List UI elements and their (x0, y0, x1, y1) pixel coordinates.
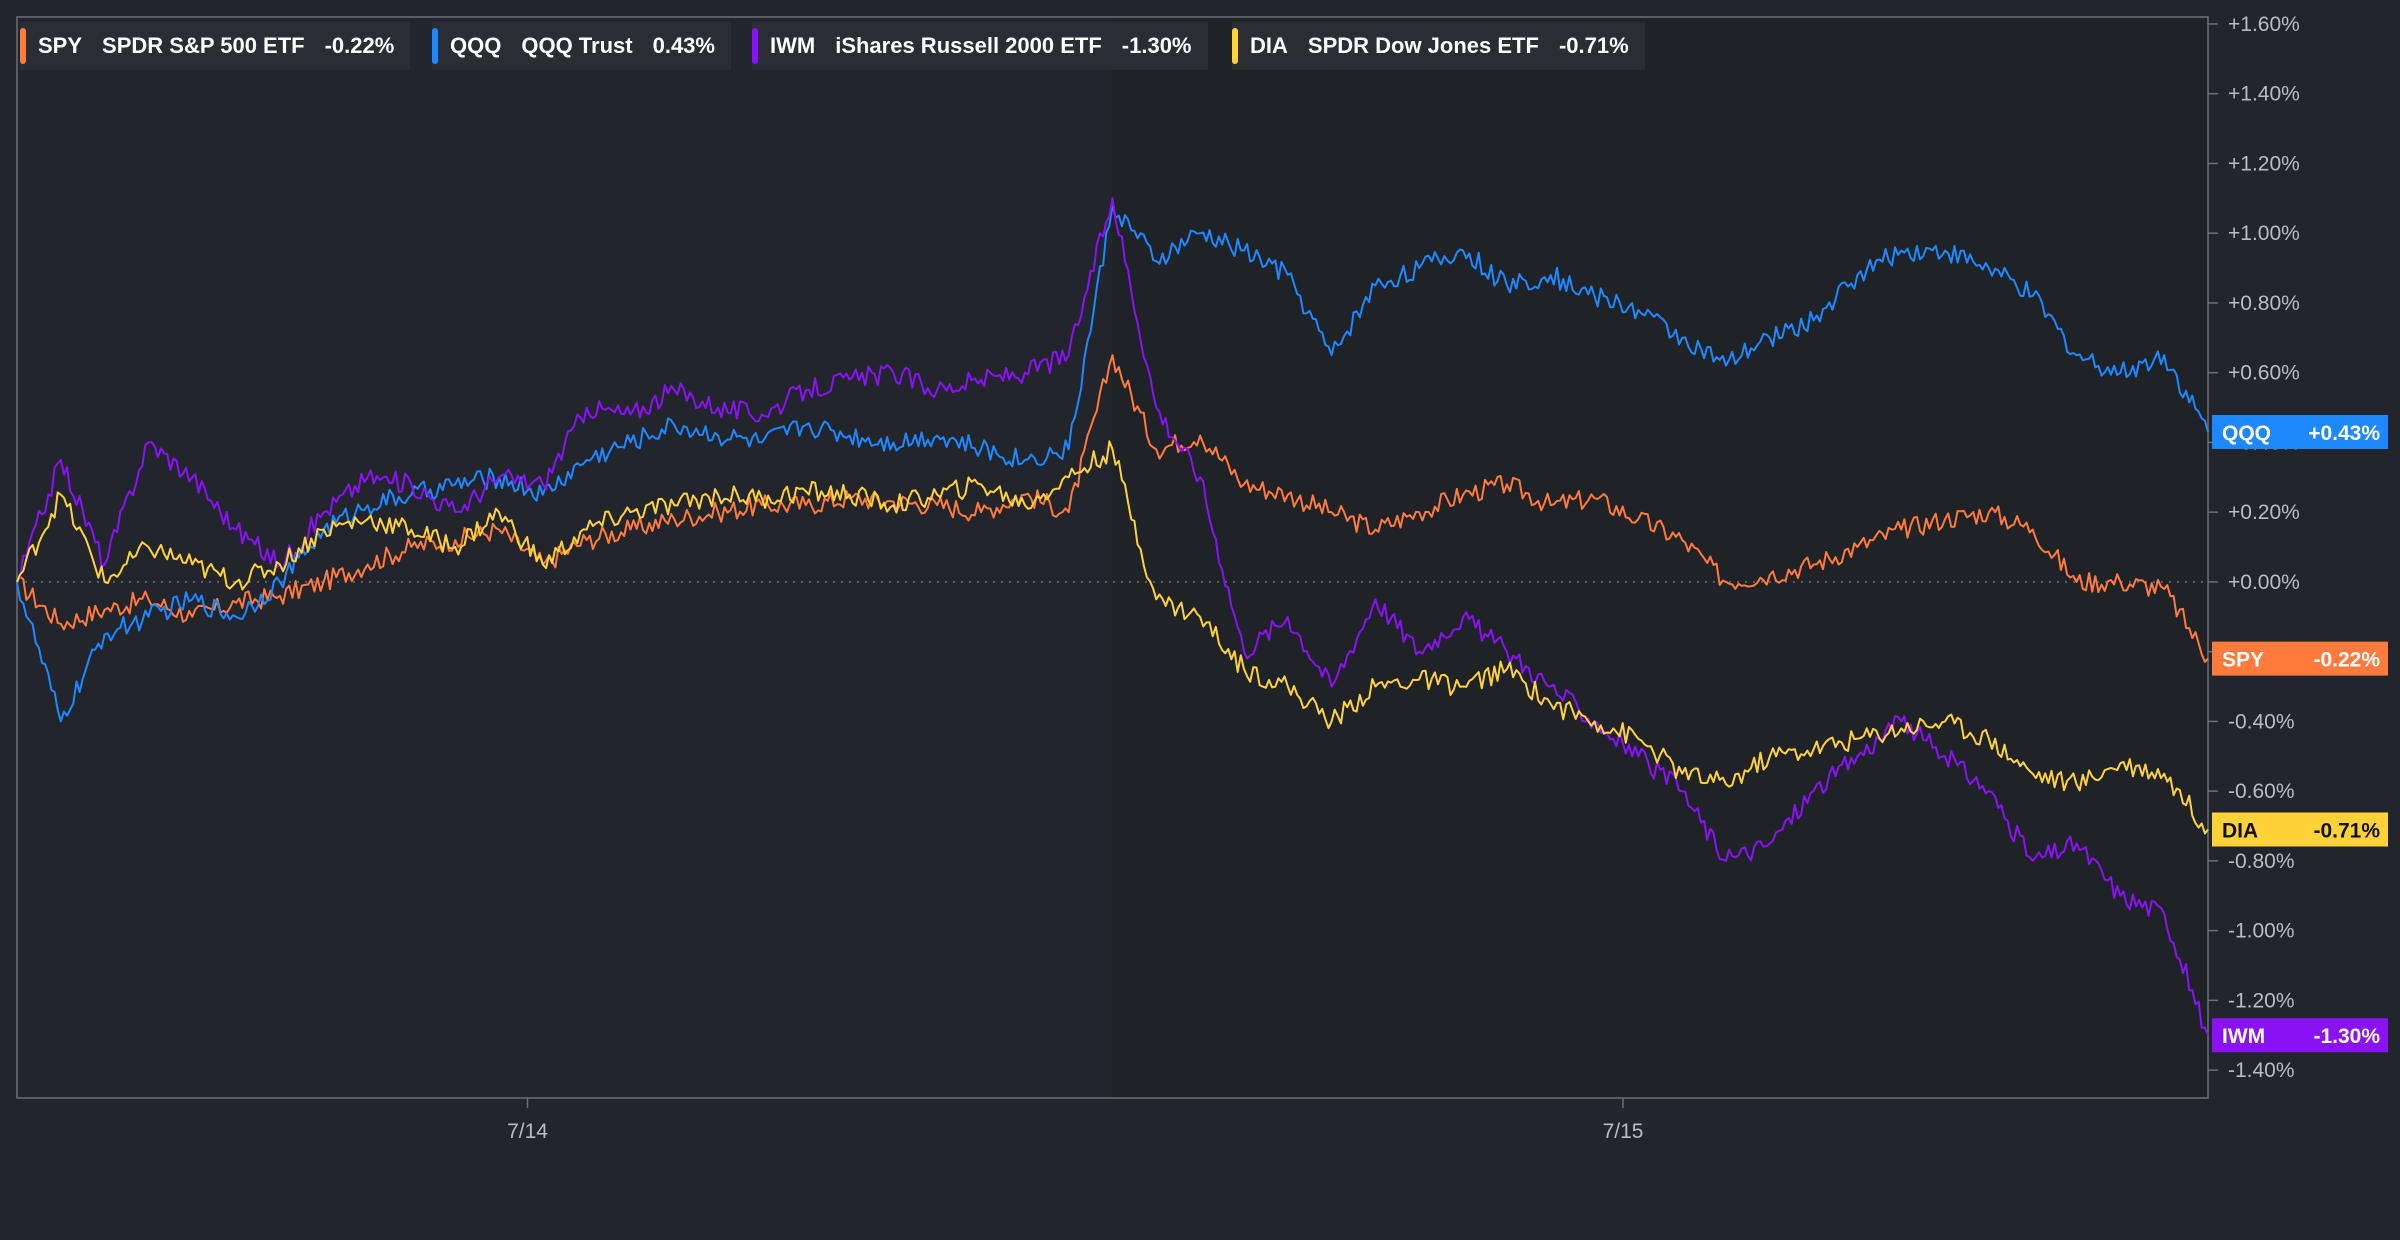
session-shade (1112, 18, 2207, 1097)
y-tick-label: +1.20% (2228, 152, 2300, 175)
end-label-spy: SPY -0.22% (2212, 641, 2388, 676)
end-label-box (2212, 641, 2388, 676)
end-label-symbol: SPY (2222, 649, 2264, 672)
series-line-iwm[interactable] (16, 197, 2209, 1036)
legend-change: -0.22% (324, 33, 395, 58)
y-tick-label: +0.20% (2228, 501, 2300, 524)
end-label-value: +0.43% (2308, 422, 2380, 445)
plot-frame (16, 16, 2209, 1099)
end-label-symbol: QQQ (2222, 422, 2271, 445)
legend-symbol: IWM (770, 33, 816, 58)
end-label-iwm: IWM -1.30% (2212, 1018, 2388, 1053)
x-tick-label: 7/14 (507, 1120, 548, 1143)
y-tick-label: -0.40% (2228, 710, 2295, 733)
legend-name: iShares Russell 2000 ETF (835, 33, 1102, 58)
series-line-dia[interactable] (16, 440, 2209, 835)
legend-item-spy[interactable]: SPY SPDR S&P 500 ETF -0.22% (20, 22, 411, 70)
legend-symbol: SPY (38, 33, 83, 58)
end-label-box (2212, 414, 2388, 449)
y-tick-label: -0.60% (2228, 780, 2295, 803)
y-tick-label: +1.00% (2228, 222, 2300, 245)
y-tick-label: +0.80% (2228, 292, 2300, 315)
legend-name: SPDR S&P 500 ETF (102, 33, 305, 58)
x-tick-label: 7/15 (1603, 1120, 1644, 1143)
y-tick-label: -1.00% (2228, 920, 2295, 943)
y-tick-label: +0.00% (2228, 571, 2300, 594)
legend-swatch-spy (20, 28, 26, 64)
end-label-value: -0.22% (2313, 649, 2380, 672)
end-label-dia: DIA -0.71% (2212, 812, 2388, 847)
legend-symbol: QQQ (450, 33, 502, 58)
y-tick-label: -0.80% (2228, 850, 2295, 873)
legend-change: -1.30% (1121, 33, 1192, 58)
series-layer (16, 197, 2209, 1036)
legend-name: SPDR Dow Jones ETF (1307, 33, 1539, 58)
legend-swatch-iwm (752, 28, 758, 64)
legend-item-dia[interactable]: DIA SPDR Dow Jones ETF -0.71% (1232, 22, 1645, 70)
legend-change: -0.71% (1558, 33, 1629, 58)
end-label-box (2212, 812, 2388, 847)
legend-item-qqq[interactable]: QQQ QQQ Trust 0.43% (432, 22, 731, 70)
end-label-value: -1.30% (2313, 1025, 2380, 1048)
series-line-spy[interactable] (16, 354, 2209, 663)
end-label-qqq: QQQ +0.43% (2212, 414, 2388, 449)
y-tick-label: +0.60% (2228, 362, 2300, 385)
legend-name: QQQ Trust (521, 33, 633, 58)
legend-swatch-dia (1232, 28, 1238, 64)
end-label-symbol: IWM (2222, 1025, 2265, 1048)
y-tick-label: +1.60% (2228, 13, 2300, 36)
legend-swatch-qqq (432, 28, 438, 64)
end-label-box (2212, 1018, 2388, 1053)
y-tick-label: -1.20% (2228, 989, 2295, 1012)
y-tick-label: -1.40% (2228, 1059, 2295, 1082)
end-label-symbol: DIA (2222, 819, 2258, 842)
grid-layer (16, 16, 2209, 1099)
legend-item-iwm[interactable]: IWM iShares Russell 2000 ETF -1.30% (752, 22, 1208, 70)
end-label-value: -0.71% (2313, 819, 2380, 842)
end-label-layer: QQQ +0.43% SPY -0.22% DIA -0.71% IWM -1.30% (2212, 414, 2388, 1053)
legend-change: 0.43% (652, 33, 715, 58)
legend-symbol: DIA (1250, 33, 1288, 58)
y-tick-label: +1.40% (2228, 83, 2300, 106)
